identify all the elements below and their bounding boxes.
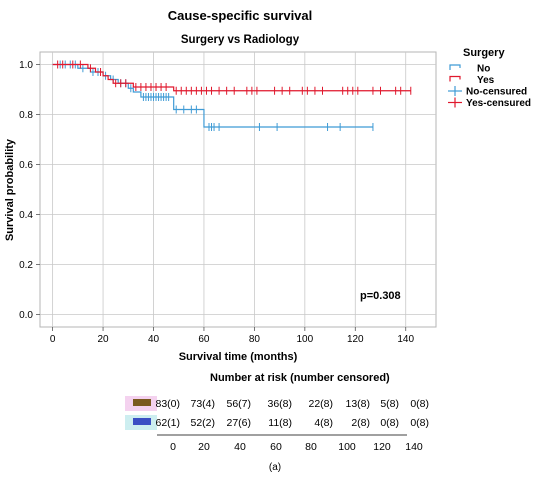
plot-frame (39, 51, 437, 328)
legend-title: Surgery (463, 47, 505, 59)
risk-table-time-label: 60 (270, 441, 282, 453)
risk-table-cell: 11(8) (268, 417, 292, 429)
risk-table-time-label: 20 (198, 441, 210, 453)
risk-table-time-label: 0 (170, 441, 176, 453)
legend-label-yes-censured: Yes-censured (466, 98, 531, 109)
risk-row-swatch (133, 418, 151, 425)
risk-table-time-label: 140 (405, 441, 423, 453)
y-tick-label: 0.6 (19, 160, 33, 171)
figure-caption: (a) (269, 462, 281, 473)
x-axis-ticks: 0 20 40 60 80 100 120 140 (50, 327, 415, 345)
risk-table-cell: 83(0) (155, 398, 180, 410)
risk-table-time-label: 120 (373, 441, 391, 453)
chart-subtitle: Surgery vs Radiology (181, 34, 300, 46)
risk-table-cell: 27(6) (226, 417, 251, 429)
risk-table-time-label: 100 (338, 441, 356, 453)
risk-table-cell: 22(8) (308, 398, 333, 410)
x-tick-label: 60 (198, 334, 210, 345)
y-axis-ticks: 0.0 0.2 0.4 0.6 0.8 1.0 (19, 60, 40, 321)
legend-label-no: No (477, 64, 490, 75)
x-tick-label: 20 (97, 334, 109, 345)
risk-table-cell: 62(1) (155, 417, 180, 429)
risk-table-cell: 56(7) (226, 398, 251, 410)
risk-table-time-label: 40 (234, 441, 246, 453)
risk-table-cell: 36(8) (267, 398, 292, 410)
risk-table-cell: 5(8) (380, 398, 399, 410)
y-tick-label: 0.4 (19, 210, 33, 221)
risk-table-cell: 0(8) (410, 398, 429, 410)
x-tick-label: 0 (50, 334, 56, 345)
risk-table-cell: 52(2) (190, 417, 215, 429)
x-tick-label: 140 (397, 334, 414, 345)
grid-lines-horizontal (40, 64, 436, 315)
risk-table-title: Number at risk (number censored) (210, 372, 390, 384)
x-tick-label: 40 (148, 334, 160, 345)
x-tick-label: 120 (347, 334, 364, 345)
risk-row-swatch (133, 399, 151, 406)
risk-table-time-label: 80 (305, 441, 317, 453)
chart-title: Cause-specific survival (168, 8, 313, 23)
y-tick-label: 1.0 (19, 60, 33, 71)
risk-table-cell: 0(8) (380, 417, 399, 429)
legend-swatch-no (449, 64, 461, 70)
y-tick-label: 0.2 (19, 260, 33, 271)
x-tick-label: 100 (296, 334, 313, 345)
plot-area (39, 51, 437, 328)
risk-table-cell: 0(8) (410, 417, 429, 429)
risk-table-cell: 13(8) (345, 398, 370, 410)
risk-table-cell: 4(8) (314, 417, 333, 429)
p-value-annotation: p=0.308 (360, 290, 401, 302)
risk-table: Number at risk (number censored) 83(0) 73… (125, 372, 429, 453)
legend-swatch-yes (449, 75, 461, 82)
x-axis-label: Survival time (months) (179, 351, 298, 363)
legend-label-yes: Yes (477, 75, 495, 86)
x-tick-label: 80 (249, 334, 261, 345)
y-tick-label: 0.0 (19, 310, 33, 321)
legend-label-no-censured: No-censured (466, 87, 527, 98)
survival-curve-yes (52, 63, 411, 92)
risk-table-rows: 83(0) 73(4) 56(7) 36(8) 22(8) 13(8) 5(8) 0(8) 62… (125, 396, 429, 430)
risk-table-time-axis: 0 20 40 60 80 100 120 140 (170, 441, 423, 453)
series-layer (52, 60, 412, 131)
y-tick-label: 0.8 (19, 110, 33, 121)
risk-table-cell: 2(8) (351, 417, 370, 429)
risk-table-cell: 73(4) (190, 398, 215, 410)
y-axis-label: Survival probability (4, 138, 16, 241)
